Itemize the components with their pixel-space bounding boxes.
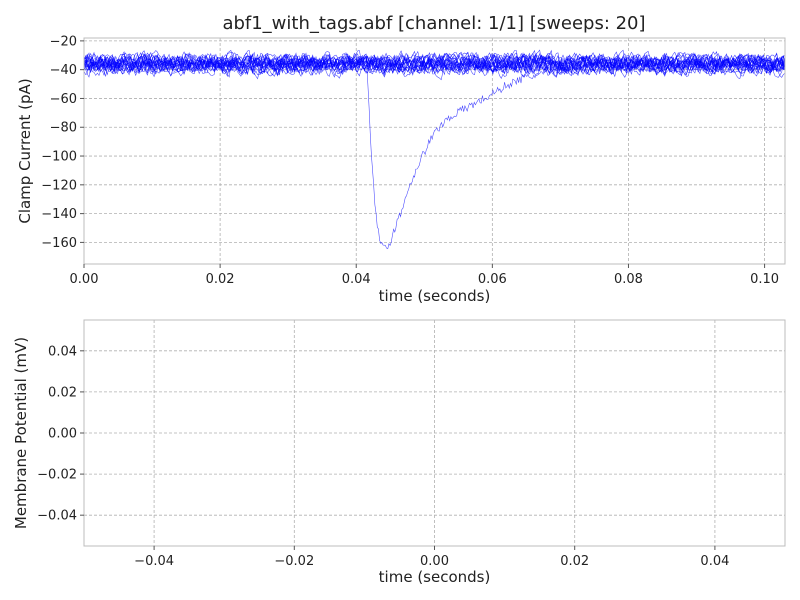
x-tick-label: 0.06 [478,272,507,287]
x-tick-label: 0.04 [342,272,371,287]
x-tick-label: −0.04 [134,554,174,569]
x-tick-label: 0.04 [700,554,729,569]
clamp-current-plot: 0.00 0.02 0.04 0.06 0.08 0.10 −20 −40 −60 −80 −100… [16,34,786,305]
x-tick-label: 0.10 [750,272,779,287]
y-tick-label: 0.04 [48,344,77,359]
y-tick-label: 0.00 [48,427,77,442]
y-tick-label: −160 [41,236,77,251]
y-tick-label: −20 [50,34,77,49]
chart-title: abf1_with_tags.abf [channel: 1/1] [sweep… [222,13,645,34]
top-plot-x-axis-label: time (seconds) [379,287,491,305]
bottom-plot-x-axis-label: time (seconds) [379,568,491,586]
y-tick-label: −40 [50,63,77,78]
x-tick-label: −0.02 [274,554,314,569]
top-plot-traces [83,49,786,250]
y-tick-label: 0.02 [48,385,77,400]
y-tick-label: −80 [50,121,77,136]
x-tick-label: 0.00 [420,554,449,569]
top-plot-y-axis-label: Clamp Current (pA) [16,78,34,223]
sweep-trace [83,52,786,75]
top-plot-gridlines [83,38,785,264]
y-tick-label: −140 [41,207,77,222]
sweep-trace [83,53,786,76]
y-tick-label: −0.02 [37,468,77,483]
top-plot-frame [83,37,786,265]
x-tick-label: 0.02 [560,554,589,569]
y-tick-label: −0.04 [37,509,77,524]
sweep-trace [83,51,786,75]
bottom-plot-gridlines [84,320,785,546]
x-tick-label: 0.08 [614,272,643,287]
x-tick-label: 0.00 [70,272,99,287]
top-plot-ticks: 0.00 0.02 0.04 0.06 0.08 0.10 −20 −40 −60 −80 −100… [41,34,779,287]
y-tick-label: −120 [41,178,77,193]
membrane-potential-plot: −0.04 −0.02 0.00 0.02 0.04 0.04 0.02 0.00 −0.02 −… [12,319,786,586]
bottom-plot-ticks: −0.04 −0.02 0.00 0.02 0.04 0.04 0.02 0.00 −0.02 −… [37,344,729,569]
x-tick-label: 0.02 [206,272,235,287]
event-sweep-trace [83,58,786,250]
y-tick-label: −60 [50,92,77,107]
y-tick-label: −100 [41,150,77,165]
bottom-plot-y-axis-label: Membrane Potential (mV) [12,337,30,529]
